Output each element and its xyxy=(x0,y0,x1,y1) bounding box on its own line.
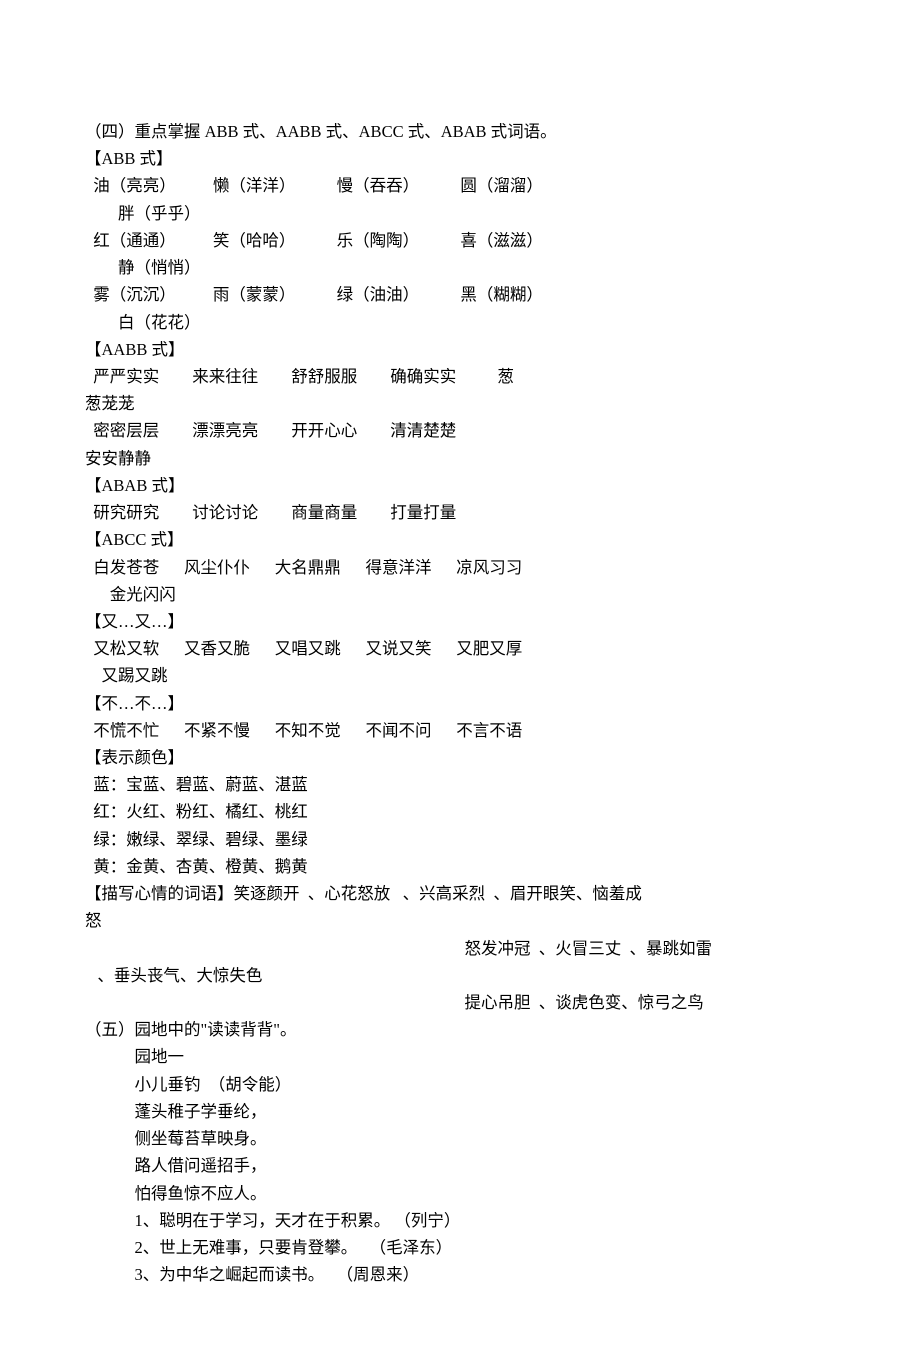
youyou-row1: 又松又软 又香又脆 又唱又跳 又说又笑 又肥又厚 xyxy=(85,635,850,662)
mood-line2b: 、垂头丧气、大惊失色 xyxy=(85,962,850,989)
abb-row2b: 静（悄悄） xyxy=(85,254,850,281)
mood-line3: 提心吊胆 、谈虎色变、惊弓之鸟 xyxy=(85,989,850,1016)
youyou-label: 【又…又…】 xyxy=(85,608,850,635)
abb-label: 【ABB 式】 xyxy=(85,145,850,172)
mood-line1b: 怒 xyxy=(85,907,850,934)
quote3: 3、为中华之崛起而读书。 （周恩来） xyxy=(85,1261,850,1288)
abb-row1b: 胖（乎乎） xyxy=(85,200,850,227)
abcc-row1: 白发苍苍 风尘仆仆 大名鼎鼎 得意洋洋 凉风习习 xyxy=(85,554,850,581)
sub1: 园地一 xyxy=(85,1043,850,1070)
poem3: 路人借问遥招手， xyxy=(85,1152,850,1179)
quote1: 1、聪明在于学习，天才在于积累。 （列宁） xyxy=(85,1207,850,1234)
abab-row1: 研究研究 讨论讨论 商量商量 打量打量 xyxy=(85,499,850,526)
poem1: 蓬头稚子学垂纶， xyxy=(85,1098,850,1125)
abcc-row1b: 金光闪闪 xyxy=(85,581,850,608)
abb-row3b: 白（花花） xyxy=(85,309,850,336)
aabb-row2: 密密层层 漂漂亮亮 开开心心 清清楚楚 xyxy=(85,417,850,444)
mood-line2: 怒发冲冠 、火冒三丈 、暴跳如雷 xyxy=(85,935,850,962)
abab-label: 【ABAB 式】 xyxy=(85,472,850,499)
poem4: 怕得鱼惊不应人。 xyxy=(85,1180,850,1207)
section4-title: （四）重点掌握 ABB 式、AABB 式、ABCC 式、ABAB 式词语。 xyxy=(85,118,850,145)
youyou-row1b: 又踢又跳 xyxy=(85,662,850,689)
abb-row1: 油（亮亮） 懒（洋洋） 慢（吞吞） 圆（溜溜） xyxy=(85,172,850,199)
abb-row3: 雾（沉沉） 雨（蒙蒙） 绿（油油） 黑（糊糊） xyxy=(85,281,850,308)
color-red: 红：火红、粉红、橘红、桃红 xyxy=(85,798,850,825)
colors-label: 【表示颜色】 xyxy=(85,744,850,771)
section5-title: （五）园地中的"读读背背"。 xyxy=(85,1016,850,1043)
color-green: 绿：嫩绿、翠绿、碧绿、墨绿 xyxy=(85,826,850,853)
aabb-row1b: 葱茏茏 xyxy=(85,390,850,417)
mood-line1: 【描写心情的词语】笑逐颜开 、心花怒放 、兴高采烈 、眉开眼笑、恼羞成 xyxy=(85,880,850,907)
color-yellow: 黄：金黄、杏黄、橙黄、鹅黄 xyxy=(85,853,850,880)
bubu-label: 【不…不…】 xyxy=(85,690,850,717)
abcc-label: 【ABCC 式】 xyxy=(85,526,850,553)
poem-title: 小儿垂钓 （胡令能） xyxy=(85,1071,850,1098)
abb-row2: 红（通通） 笑（哈哈） 乐（陶陶） 喜（滋滋） xyxy=(85,227,850,254)
bubu-row1: 不慌不忙 不紧不慢 不知不觉 不闻不问 不言不语 xyxy=(85,717,850,744)
quote2: 2、世上无难事，只要肯登攀。 （毛泽东） xyxy=(85,1234,850,1261)
aabb-row1: 严严实实 来来往往 舒舒服服 确确实实 葱 xyxy=(85,363,850,390)
poem2: 侧坐莓苔草映身。 xyxy=(85,1125,850,1152)
color-blue: 蓝：宝蓝、碧蓝、蔚蓝、湛蓝 xyxy=(85,771,850,798)
aabb-label: 【AABB 式】 xyxy=(85,336,850,363)
aabb-row2b: 安安静静 xyxy=(85,445,850,472)
